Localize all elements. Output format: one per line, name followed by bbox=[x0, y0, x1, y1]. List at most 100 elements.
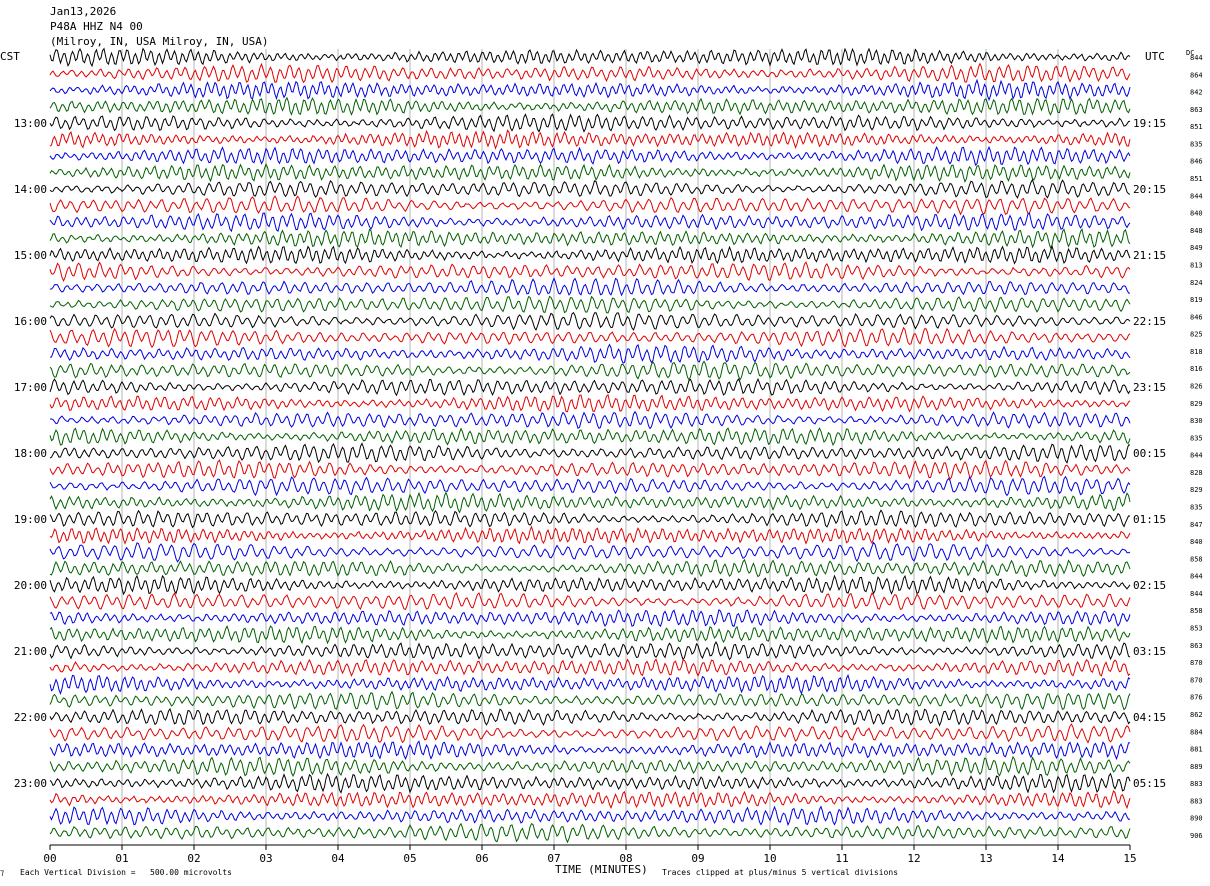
seismic-trace bbox=[49, 62, 1131, 84]
seismic-trace bbox=[49, 790, 1131, 810]
dc-offset-label: 846 bbox=[1190, 313, 1203, 321]
seismic-trace bbox=[49, 525, 1131, 545]
seismic-trace bbox=[49, 707, 1131, 727]
seismic-trace bbox=[49, 822, 1131, 844]
seismic-trace bbox=[49, 723, 1131, 744]
left-hour-label: 19:00 bbox=[14, 513, 47, 526]
left-hour-label: 13:00 bbox=[14, 117, 47, 130]
seismic-trace bbox=[49, 343, 1131, 364]
seismic-trace bbox=[49, 427, 1131, 447]
left-hour-label: 20:00 bbox=[14, 579, 47, 592]
x-tick-label: 10 bbox=[763, 852, 776, 865]
left-hour-label: 23:00 bbox=[14, 777, 47, 790]
dc-offset-label: 853 bbox=[1190, 625, 1203, 633]
dc-offset-label: 819 bbox=[1190, 296, 1203, 304]
seismic-trace bbox=[49, 311, 1131, 331]
header-station: P48A HHZ N4 00 bbox=[50, 20, 143, 33]
dc-offset-label: 858 bbox=[1190, 607, 1203, 615]
dc-offset-label: 870 bbox=[1190, 659, 1203, 667]
dc-offset-label: 828 bbox=[1190, 469, 1203, 477]
dc-offset-label: 840 bbox=[1190, 210, 1203, 218]
footer-scale-note: Each Vertical Division = 500.00 microvol… bbox=[20, 868, 232, 877]
right-hour-label: 02:15 bbox=[1133, 579, 1166, 592]
seismic-trace bbox=[49, 558, 1131, 578]
dc-offset-label: 826 bbox=[1190, 382, 1203, 390]
dc-offset-label: 844 bbox=[1190, 54, 1203, 62]
dc-offset-label: 883 bbox=[1190, 797, 1203, 805]
x-tick-label: 09 bbox=[691, 852, 704, 865]
seismic-trace bbox=[49, 178, 1131, 199]
dc-offset-label: 889 bbox=[1190, 763, 1203, 771]
x-tick-label: 11 bbox=[835, 852, 848, 865]
dc-offset-label: 863 bbox=[1190, 642, 1203, 650]
seismic-trace bbox=[49, 162, 1131, 184]
seismic-trace bbox=[49, 609, 1131, 628]
dc-offset-label: 829 bbox=[1190, 400, 1203, 408]
seismic-trace bbox=[49, 772, 1131, 794]
left-hour-label: 17:00 bbox=[14, 381, 47, 394]
dc-offset-label: 863 bbox=[1190, 106, 1203, 114]
right-hour-label: 05:15 bbox=[1133, 777, 1166, 790]
seismic-trace bbox=[49, 377, 1131, 397]
dc-offset-label: 844 bbox=[1190, 192, 1203, 200]
x-tick-label: 12 bbox=[907, 852, 920, 865]
left-hour-label: 14:00 bbox=[14, 183, 47, 196]
dc-offset-label: 846 bbox=[1190, 158, 1203, 166]
x-tick-label: 01 bbox=[115, 852, 128, 865]
seismic-trace bbox=[49, 805, 1131, 827]
right-hour-label: 00:15 bbox=[1133, 447, 1166, 460]
x-tick-label: 00 bbox=[43, 852, 56, 865]
x-tick-label: 08 bbox=[619, 852, 632, 865]
right-hour-label: 01:15 bbox=[1133, 513, 1166, 526]
seismic-trace bbox=[50, 410, 1131, 430]
dc-offset-label: 881 bbox=[1190, 746, 1203, 754]
dc-offset-label: 849 bbox=[1190, 244, 1203, 252]
seismic-trace bbox=[49, 393, 1131, 413]
x-tick-label: 04 bbox=[331, 852, 345, 865]
footer-clip-note: Traces clipped at plus/minus 5 vertical … bbox=[662, 868, 899, 877]
x-tick-label: 13 bbox=[979, 852, 992, 865]
x-tick-label: 03 bbox=[259, 852, 272, 865]
seismic-trace bbox=[49, 113, 1131, 133]
seismic-trace bbox=[49, 491, 1131, 514]
seismic-trace bbox=[49, 244, 1131, 265]
dc-offset-label: 818 bbox=[1190, 348, 1203, 356]
dc-offset-label: 842 bbox=[1190, 89, 1203, 97]
seismic-trace bbox=[49, 658, 1131, 678]
dc-offset-label: 890 bbox=[1190, 815, 1203, 823]
dc-offset-label: 862 bbox=[1190, 711, 1203, 719]
left-hour-label: 15:00 bbox=[14, 249, 47, 262]
dc-offset-label: 840 bbox=[1190, 538, 1203, 546]
dc-offset-label: 844 bbox=[1190, 573, 1203, 581]
dc-offset-label: 870 bbox=[1190, 676, 1203, 684]
dc-offset-label: 844 bbox=[1190, 452, 1203, 460]
seismic-trace bbox=[49, 145, 1131, 166]
dc-offset-label: 851 bbox=[1190, 123, 1203, 131]
dc-offset-label: 906 bbox=[1190, 832, 1203, 840]
right-hour-label: 21:15 bbox=[1133, 249, 1166, 262]
seismic-trace bbox=[49, 625, 1131, 645]
dc-offset-label: 848 bbox=[1190, 227, 1203, 235]
seismic-trace bbox=[49, 227, 1131, 249]
dc-offset-label: 858 bbox=[1190, 555, 1203, 563]
dc-offset-label: 844 bbox=[1190, 590, 1203, 598]
dc-offset-label: 835 bbox=[1190, 140, 1203, 148]
x-tick-label: 02 bbox=[187, 852, 200, 865]
x-axis-title: TIME (MINUTES) bbox=[555, 863, 648, 876]
seismic-trace bbox=[49, 195, 1131, 216]
right-hour-label: 19:15 bbox=[1133, 117, 1166, 130]
header-date: Jan13,2026 bbox=[50, 5, 117, 18]
seismic-trace bbox=[49, 673, 1131, 695]
dc-offset-label: 825 bbox=[1190, 331, 1203, 339]
seismic-trace bbox=[49, 360, 1131, 381]
right-hour-label: 03:15 bbox=[1133, 645, 1166, 658]
seismic-trace bbox=[49, 592, 1131, 610]
seismic-trace bbox=[49, 541, 1131, 563]
seismic-trace bbox=[49, 129, 1131, 150]
x-tick-label: 15 bbox=[1123, 852, 1136, 865]
dc-offset-label: 813 bbox=[1190, 261, 1203, 269]
dc-offset-label: 816 bbox=[1190, 365, 1203, 373]
seismic-trace bbox=[49, 509, 1131, 529]
seismic-trace bbox=[49, 690, 1131, 711]
